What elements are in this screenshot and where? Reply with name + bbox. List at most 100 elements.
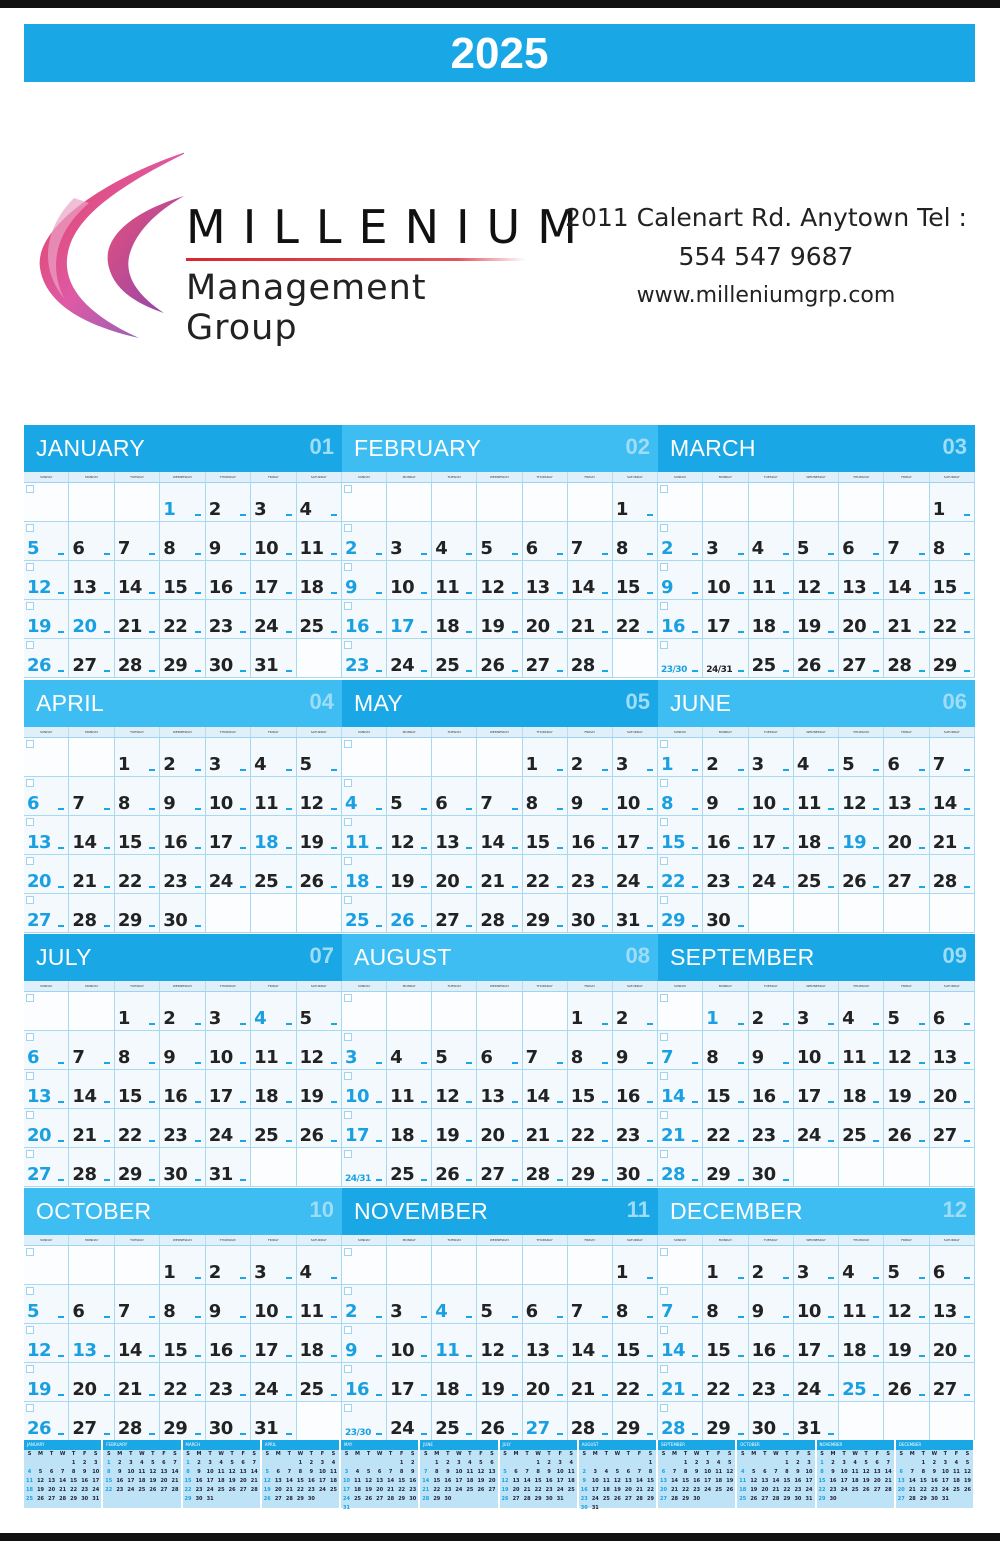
day-cell[interactable]: 19 xyxy=(24,600,70,639)
day-cell[interactable]: 18 xyxy=(432,1363,478,1402)
day-cell[interactable]: 26 xyxy=(296,855,342,894)
day-cell[interactable]: 14 xyxy=(114,561,161,600)
day-cell[interactable]: 19 xyxy=(884,1070,930,1109)
day-cell[interactable]: 5 xyxy=(477,522,523,561)
day-cell[interactable]: 21 xyxy=(69,1109,115,1148)
day-cell[interactable]: 18 xyxy=(251,1070,297,1109)
day-cell[interactable]: 29 xyxy=(703,1402,749,1441)
day-cell[interactable]: 18 xyxy=(839,1070,885,1109)
day-cell[interactable]: 16 xyxy=(658,600,704,639)
day-cell[interactable]: 12 xyxy=(477,561,523,600)
day-cell[interactable]: 8 xyxy=(160,522,206,561)
day-cell[interactable]: 14 xyxy=(658,1070,704,1109)
day-cell[interactable]: 22 xyxy=(612,600,658,639)
day-cell[interactable]: 5 xyxy=(432,1031,478,1070)
day-cell[interactable]: 28 xyxy=(69,894,115,933)
day-cell[interactable]: 12 xyxy=(24,561,70,600)
day-cell[interactable]: 26 xyxy=(884,1109,930,1148)
day-cell[interactable]: 26 xyxy=(839,855,885,894)
day-cell[interactable]: 29 xyxy=(929,639,975,678)
day-cell[interactable]: 8 xyxy=(612,1285,658,1324)
day-cell[interactable]: 24 xyxy=(612,855,658,894)
day-cell[interactable]: 11 xyxy=(432,1324,478,1363)
day-cell[interactable]: 2 xyxy=(748,992,794,1031)
day-cell[interactable]: 29 xyxy=(658,894,704,933)
day-cell[interactable]: 1 xyxy=(160,483,206,522)
day-cell[interactable]: 28 xyxy=(522,1148,568,1187)
day-cell[interactable]: 20 xyxy=(522,1363,568,1402)
day-cell[interactable]: 19 xyxy=(432,1109,478,1148)
day-cell[interactable]: 16 xyxy=(748,1070,794,1109)
day-cell[interactable]: 12 xyxy=(839,777,885,816)
day-cell[interactable]: 12 xyxy=(296,1031,342,1070)
website[interactable]: www.milleniumgrp.com xyxy=(636,283,896,308)
day-cell[interactable]: 23 xyxy=(205,1363,252,1402)
day-cell[interactable]: 8 xyxy=(567,1031,613,1070)
day-cell[interactable]: 28 xyxy=(69,1148,115,1187)
day-cell[interactable]: 31 xyxy=(251,1402,297,1441)
day-cell[interactable]: 12 xyxy=(296,777,342,816)
day-cell[interactable]: 16 xyxy=(205,1324,252,1363)
day-cell[interactable]: 1 xyxy=(703,1246,749,1285)
day-cell[interactable]: 1 xyxy=(929,483,975,522)
day-cell[interactable]: 10 xyxy=(251,522,297,561)
day-cell[interactable]: 19 xyxy=(387,855,433,894)
day-cell[interactable]: 9 xyxy=(658,561,704,600)
day-cell[interactable]: 15 xyxy=(114,816,161,855)
day-cell[interactable]: 23/30 xyxy=(658,639,704,678)
day-cell[interactable]: 11 xyxy=(296,522,342,561)
day-cell[interactable]: 2 xyxy=(342,1285,388,1324)
day-cell[interactable]: 27 xyxy=(69,1402,115,1441)
day-cell[interactable]: 23 xyxy=(703,855,749,894)
day-cell[interactable]: 30 xyxy=(160,1148,206,1187)
day-cell[interactable]: 6 xyxy=(432,777,478,816)
day-cell[interactable]: 18 xyxy=(342,855,388,894)
day-cell[interactable]: 10 xyxy=(793,1031,840,1070)
day-cell[interactable]: 24 xyxy=(387,1402,433,1441)
day-cell[interactable]: 29 xyxy=(703,1148,749,1187)
day-cell[interactable]: 25 xyxy=(296,1363,342,1402)
day-cell[interactable]: 10 xyxy=(748,777,794,816)
day-cell[interactable]: 10 xyxy=(612,777,658,816)
day-cell[interactable]: 7 xyxy=(929,738,975,777)
day-cell[interactable]: 31 xyxy=(251,639,297,678)
day-cell[interactable]: 2 xyxy=(703,738,749,777)
day-cell[interactable]: 20 xyxy=(929,1070,975,1109)
day-cell[interactable]: 14 xyxy=(69,816,115,855)
day-cell[interactable]: 22 xyxy=(703,1109,749,1148)
day-cell[interactable]: 13 xyxy=(24,1070,70,1109)
day-cell[interactable]: 7 xyxy=(567,522,613,561)
day-cell[interactable]: 30 xyxy=(205,1402,252,1441)
day-cell[interactable]: 24 xyxy=(387,639,433,678)
day-cell[interactable]: 28 xyxy=(114,639,161,678)
day-cell[interactable]: 11 xyxy=(839,1285,885,1324)
day-cell[interactable]: 18 xyxy=(793,816,840,855)
day-cell[interactable]: 11 xyxy=(793,777,840,816)
day-cell[interactable]: 22 xyxy=(703,1363,749,1402)
day-cell[interactable]: 22 xyxy=(929,600,975,639)
day-cell[interactable]: 1 xyxy=(703,992,749,1031)
day-cell[interactable]: 10 xyxy=(793,1285,840,1324)
day-cell[interactable]: 19 xyxy=(884,1324,930,1363)
day-cell[interactable]: 17 xyxy=(612,816,658,855)
day-cell[interactable]: 16 xyxy=(342,1363,388,1402)
day-cell[interactable]: 4 xyxy=(793,738,840,777)
day-cell[interactable]: 6 xyxy=(69,1285,115,1324)
day-cell[interactable]: 9 xyxy=(703,777,749,816)
day-cell[interactable]: 4 xyxy=(839,1246,885,1285)
day-cell[interactable]: 29 xyxy=(567,1148,613,1187)
day-cell[interactable]: 6 xyxy=(839,522,885,561)
day-cell[interactable]: 4 xyxy=(839,992,885,1031)
day-cell[interactable]: 21 xyxy=(114,1363,161,1402)
day-cell[interactable]: 19 xyxy=(296,1070,342,1109)
day-cell[interactable]: 12 xyxy=(432,1070,478,1109)
day-cell[interactable]: 10 xyxy=(387,1324,433,1363)
day-cell[interactable]: 30 xyxy=(205,639,252,678)
day-cell[interactable]: 17 xyxy=(251,561,297,600)
day-cell[interactable]: 13 xyxy=(432,816,478,855)
day-cell[interactable]: 3 xyxy=(205,992,252,1031)
day-cell[interactable]: 23 xyxy=(612,1109,658,1148)
day-cell[interactable]: 16 xyxy=(748,1324,794,1363)
day-cell[interactable]: 1 xyxy=(522,738,568,777)
day-cell[interactable]: 22 xyxy=(114,855,161,894)
